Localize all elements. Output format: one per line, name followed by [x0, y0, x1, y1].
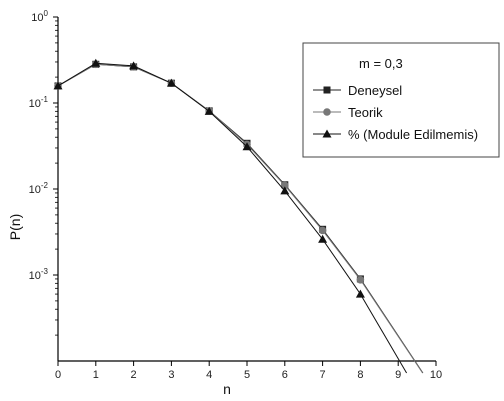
- series-line-extension: [359, 293, 408, 374]
- x-tick-label: 0: [55, 369, 61, 381]
- data-point: [242, 142, 252, 151]
- y-tick-base: 10: [29, 184, 41, 196]
- y-tick-label: 10-3: [29, 267, 49, 282]
- x-tick-label: 10: [430, 369, 442, 381]
- y-tick-base: 10: [29, 270, 41, 282]
- data-point: [355, 289, 365, 298]
- data-point: [281, 181, 289, 190]
- y-tick-exponent: -3: [41, 267, 49, 276]
- x-tick-label: 1: [93, 369, 99, 381]
- data-point: [53, 81, 63, 90]
- y-tick-base: 10: [31, 12, 43, 24]
- y-tick-exponent: -2: [41, 181, 49, 190]
- legend-label: Teorik: [348, 105, 383, 120]
- legend-marker: [323, 108, 331, 116]
- y-tick-label: 10-2: [29, 181, 49, 196]
- series-line-extension: [359, 279, 424, 374]
- series-layer: [53, 58, 424, 374]
- y-tick-exponent: 0: [44, 9, 49, 18]
- x-tick-label: 9: [395, 369, 401, 381]
- y-axis-title: P(n): [7, 214, 23, 240]
- x-tick-label: 3: [168, 369, 174, 381]
- data-point: [356, 275, 365, 284]
- x-tick-label: 7: [320, 369, 326, 381]
- data-point: [166, 78, 176, 87]
- data-point: [129, 61, 139, 70]
- x-tick-label: 2: [131, 369, 137, 381]
- x-tick-label: 5: [244, 369, 250, 381]
- legend-marker: [322, 129, 332, 138]
- y-tick-exponent: -1: [41, 95, 49, 104]
- y-tick-base: 10: [29, 98, 41, 110]
- x-axis-title: n: [223, 381, 231, 397]
- x-tick-label: 4: [206, 369, 212, 381]
- legend: m = 0,3 Deneysel Teorik % (Module Edilmemis…: [302, 42, 500, 158]
- x-tick-label: 8: [357, 369, 363, 381]
- x-tick-label: 6: [282, 369, 288, 381]
- legend-title: m = 0,3: [359, 56, 403, 71]
- data-point: [280, 186, 290, 195]
- data-point: [318, 234, 328, 243]
- y-tick-label: 10-1: [29, 95, 49, 110]
- series-triangle: [53, 58, 408, 374]
- data-point: [318, 226, 327, 235]
- legend-marker: [323, 86, 331, 94]
- legend-box: [302, 42, 500, 158]
- y-tick-label: 100: [31, 9, 48, 24]
- data-point: [204, 106, 214, 115]
- data-point: [91, 58, 101, 67]
- legend-label: % (Module Edilmemis): [348, 127, 478, 142]
- legend-label: Deneysel: [348, 83, 402, 98]
